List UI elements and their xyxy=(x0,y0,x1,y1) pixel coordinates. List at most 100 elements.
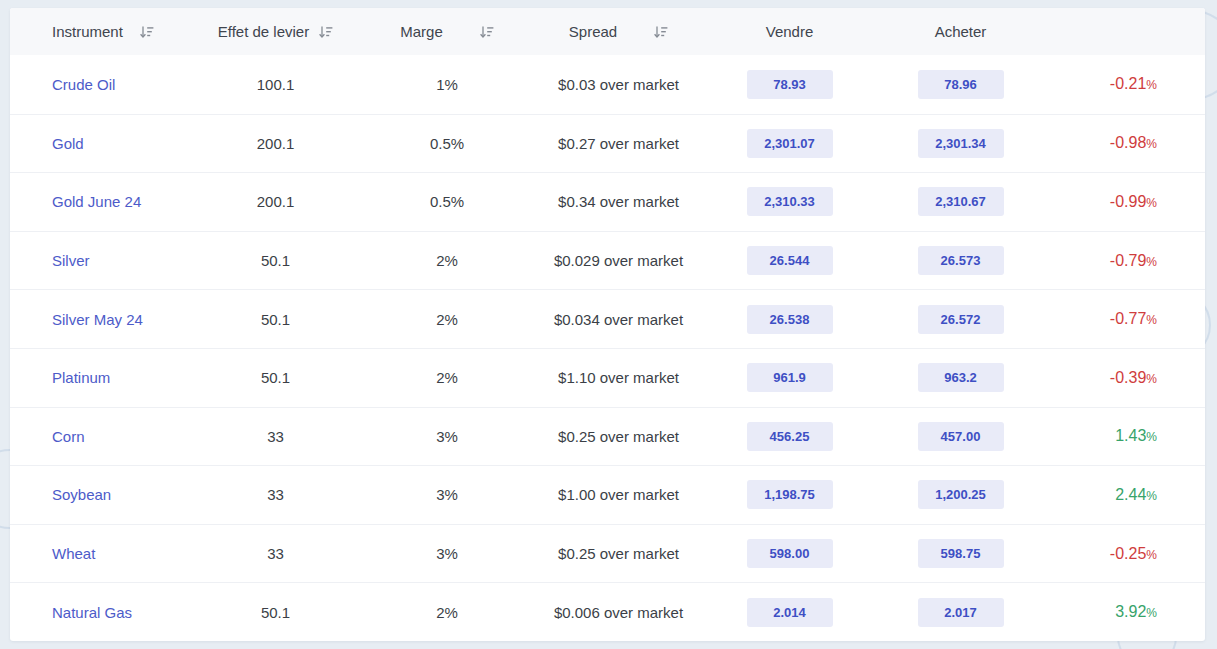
change-cell: -0.39% xyxy=(1046,369,1205,387)
buy-button[interactable]: 598.75 xyxy=(918,539,1004,568)
column-header-label: Effet de levier xyxy=(218,23,309,40)
table-row: Crude Oil 100.1 1% $0.03 over market 78.… xyxy=(10,55,1205,114)
change-cell: -0.98% xyxy=(1046,134,1205,152)
buy-button[interactable]: 2,301.34 xyxy=(918,129,1004,158)
margin-value: 2% xyxy=(361,252,533,269)
column-header-spread[interactable]: Spread xyxy=(533,23,704,40)
leverage-value: 33 xyxy=(190,545,361,562)
spread-value: $0.029 over market xyxy=(533,252,704,269)
margin-value: 2% xyxy=(361,311,533,328)
percent-sign: % xyxy=(1146,137,1157,151)
instrument-link[interactable]: Wheat xyxy=(52,545,95,562)
leverage-value: 33 xyxy=(190,486,361,503)
buy-button[interactable]: 457.00 xyxy=(918,422,1004,451)
spread-value: $0.006 over market xyxy=(533,604,704,621)
column-header-label: Vendre xyxy=(766,23,814,40)
instrument-link[interactable]: Soybean xyxy=(52,486,111,503)
spread-value: $0.27 over market xyxy=(533,135,704,152)
percent-sign: % xyxy=(1146,606,1157,620)
sort-amount-down-icon[interactable] xyxy=(139,25,154,39)
sell-button[interactable]: 2,301.07 xyxy=(747,129,833,158)
change-value: -0.21 xyxy=(1110,75,1146,92)
spread-value: $0.34 over market xyxy=(533,193,704,210)
sell-button[interactable]: 78.93 xyxy=(747,70,833,99)
buy-button[interactable]: 26.572 xyxy=(918,305,1004,334)
instrument-link[interactable]: Platinum xyxy=(52,369,110,386)
buy-button[interactable]: 1,200.25 xyxy=(918,480,1004,509)
percent-sign: % xyxy=(1146,78,1157,92)
percent-sign: % xyxy=(1146,489,1157,503)
leverage-value: 50.1 xyxy=(190,252,361,269)
instrument-link[interactable]: Gold June 24 xyxy=(52,193,141,210)
column-header-leverage[interactable]: Effet de levier xyxy=(190,23,361,40)
table-row: Natural Gas 50.1 2% $0.006 over market 2… xyxy=(10,582,1205,641)
margin-value: 2% xyxy=(361,604,533,621)
table-row: Silver 50.1 2% $0.029 over market 26.544… xyxy=(10,231,1205,290)
change-value: 3.92 xyxy=(1115,603,1146,620)
change-value: 2.44 xyxy=(1115,486,1146,503)
column-header-sell: Vendre xyxy=(704,23,875,40)
sell-button[interactable]: 1,198.75 xyxy=(747,480,833,509)
sell-button[interactable]: 456.25 xyxy=(747,422,833,451)
table-row: Gold June 24 200.1 0.5% $0.34 over marke… xyxy=(10,172,1205,231)
table-header-row: Instrument Effet de levier xyxy=(10,8,1205,55)
percent-sign: % xyxy=(1146,255,1157,269)
sell-button[interactable]: 26.544 xyxy=(747,246,833,275)
table-body: Crude Oil 100.1 1% $0.03 over market 78.… xyxy=(10,55,1205,641)
margin-value: 3% xyxy=(361,486,533,503)
change-value: -0.77 xyxy=(1110,310,1146,327)
change-cell: 1.43% xyxy=(1046,427,1205,445)
percent-sign: % xyxy=(1146,313,1157,327)
percent-sign: % xyxy=(1146,372,1157,386)
change-value: 1.43 xyxy=(1115,427,1146,444)
leverage-value: 50.1 xyxy=(190,369,361,386)
sell-button[interactable]: 961.9 xyxy=(747,363,833,392)
change-cell: -0.25% xyxy=(1046,545,1205,563)
change-cell: 3.92% xyxy=(1046,603,1205,621)
buy-button[interactable]: 26.573 xyxy=(918,246,1004,275)
instruments-table-card: Instrument Effet de levier xyxy=(10,8,1205,641)
margin-value: 1% xyxy=(361,76,533,93)
leverage-value: 50.1 xyxy=(190,311,361,328)
sell-button[interactable]: 2.014 xyxy=(747,598,833,627)
sort-amount-down-icon[interactable] xyxy=(479,25,494,39)
instrument-link[interactable]: Corn xyxy=(52,428,85,445)
instrument-link[interactable]: Natural Gas xyxy=(52,604,132,621)
change-cell: -0.21% xyxy=(1046,75,1205,93)
percent-sign: % xyxy=(1146,196,1157,210)
instrument-link[interactable]: Silver xyxy=(52,252,90,269)
leverage-value: 100.1 xyxy=(190,76,361,93)
leverage-value: 200.1 xyxy=(190,193,361,210)
sell-button[interactable]: 598.00 xyxy=(747,539,833,568)
instrument-link[interactable]: Gold xyxy=(52,135,84,152)
table-row: Gold 200.1 0.5% $0.27 over market 2,301.… xyxy=(10,114,1205,173)
instrument-link[interactable]: Silver May 24 xyxy=(52,311,143,328)
table-row: Platinum 50.1 2% $1.10 over market 961.9… xyxy=(10,348,1205,407)
column-header-label: Spread xyxy=(569,23,617,40)
spread-value: $1.00 over market xyxy=(533,486,704,503)
change-value: -0.99 xyxy=(1110,193,1146,210)
sell-button[interactable]: 2,310.33 xyxy=(747,187,833,216)
column-header-margin[interactable]: Marge xyxy=(361,23,533,40)
buy-button[interactable]: 963.2 xyxy=(918,363,1004,392)
instrument-link[interactable]: Crude Oil xyxy=(52,76,115,93)
change-value: -0.39 xyxy=(1110,369,1146,386)
table-row: Soybean 33 3% $1.00 over market 1,198.75… xyxy=(10,465,1205,524)
sort-amount-down-icon[interactable] xyxy=(318,25,333,39)
buy-button[interactable]: 78.96 xyxy=(918,70,1004,99)
sell-button[interactable]: 26.538 xyxy=(747,305,833,334)
percent-sign: % xyxy=(1146,430,1157,444)
leverage-value: 50.1 xyxy=(190,604,361,621)
change-cell: -0.99% xyxy=(1046,193,1205,211)
buy-button[interactable]: 2,310.67 xyxy=(918,187,1004,216)
sort-amount-down-icon[interactable] xyxy=(653,25,668,39)
percent-sign: % xyxy=(1146,548,1157,562)
change-value: -0.79 xyxy=(1110,252,1146,269)
leverage-value: 200.1 xyxy=(190,135,361,152)
spread-value: $1.10 over market xyxy=(533,369,704,386)
change-cell: -0.79% xyxy=(1046,252,1205,270)
buy-button[interactable]: 2.017 xyxy=(918,598,1004,627)
spread-value: $0.25 over market xyxy=(533,428,704,445)
column-header-label: Acheter xyxy=(935,23,987,40)
column-header-instrument[interactable]: Instrument xyxy=(10,23,190,40)
